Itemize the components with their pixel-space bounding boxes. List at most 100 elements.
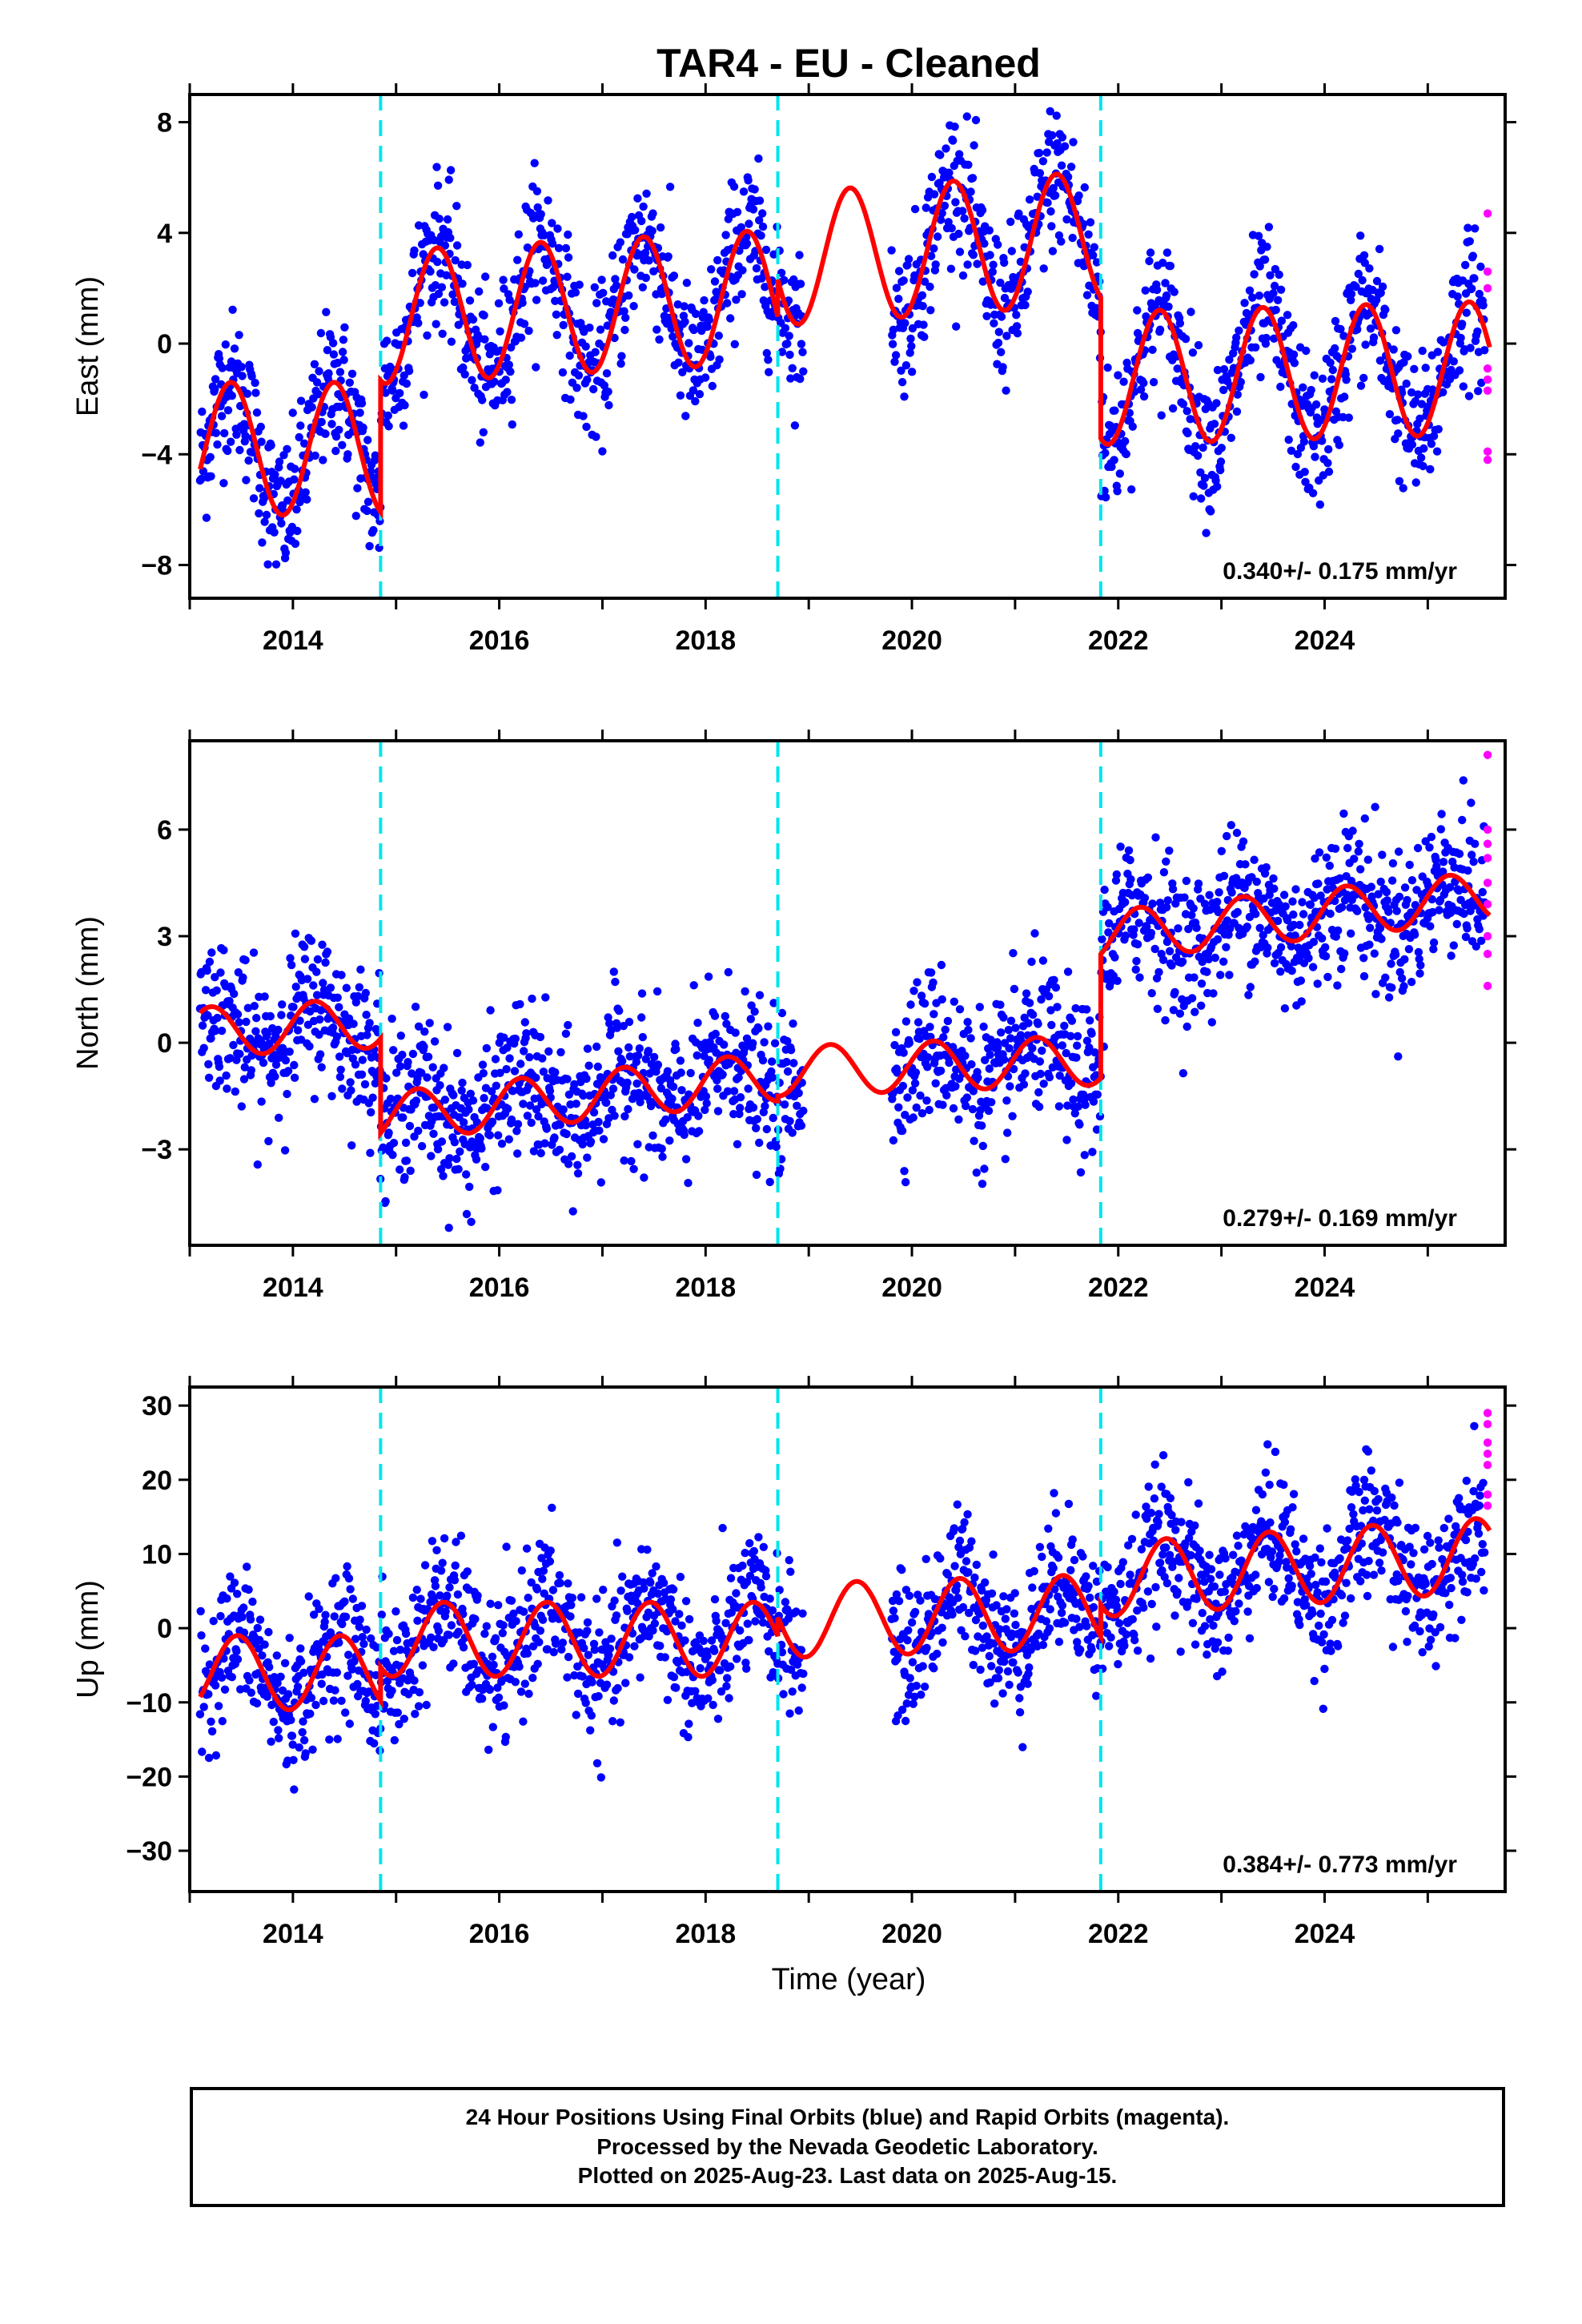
- data-point: [480, 311, 488, 320]
- data-point: [1232, 828, 1242, 838]
- data-point: [975, 1003, 985, 1011]
- data-point: [1124, 846, 1134, 855]
- data-point: [749, 1103, 758, 1112]
- data-point: [259, 1058, 268, 1068]
- x-tick-label: 2018: [675, 1273, 736, 1303]
- data-point: [592, 299, 601, 308]
- rapid-point: [1483, 839, 1492, 848]
- data-point: [527, 1118, 536, 1128]
- data-point: [217, 1673, 227, 1682]
- data-point: [1178, 1069, 1188, 1078]
- data-point: [1391, 326, 1401, 335]
- data-point: [1472, 942, 1481, 951]
- data-point: [1052, 111, 1061, 120]
- data-point: [889, 325, 898, 334]
- data-point: [1066, 1079, 1076, 1088]
- rapid-point: [1483, 267, 1492, 276]
- data-point: [257, 1097, 266, 1106]
- data-point: [329, 350, 339, 359]
- data-point: [1259, 931, 1267, 939]
- data-point: [1063, 1101, 1072, 1110]
- data-point: [745, 1635, 753, 1645]
- data-point: [1407, 440, 1417, 449]
- data-point: [457, 1086, 466, 1096]
- data-point: [300, 955, 310, 963]
- data-point: [904, 255, 913, 263]
- data-point: [933, 232, 942, 241]
- data-point: [1062, 1136, 1071, 1144]
- data-point: [605, 1644, 615, 1653]
- data-point: [296, 421, 305, 430]
- data-point: [1326, 909, 1335, 919]
- data-point: [1098, 935, 1106, 944]
- data-point: [972, 1560, 982, 1570]
- data-point: [1147, 989, 1156, 998]
- data-point: [449, 1091, 458, 1100]
- data-point: [1456, 333, 1465, 343]
- data-point: [894, 295, 903, 304]
- data-point: [1455, 850, 1464, 858]
- data-point: [271, 560, 281, 569]
- data-point: [356, 965, 365, 974]
- data-point: [296, 396, 306, 405]
- rapid-point: [1483, 750, 1492, 759]
- data-point: [1158, 955, 1168, 964]
- rapid-point: [1483, 854, 1492, 862]
- data-point: [1047, 1020, 1056, 1030]
- data-point: [922, 1643, 931, 1652]
- data-point: [340, 323, 349, 332]
- data-point: [1219, 385, 1228, 395]
- data-point: [796, 279, 805, 288]
- data-point: [551, 1639, 560, 1648]
- data-point: [630, 1642, 639, 1651]
- data-point: [1163, 896, 1172, 905]
- data-point: [488, 1117, 497, 1126]
- data-point: [1131, 965, 1140, 974]
- data-point: [511, 1034, 520, 1043]
- data-point: [226, 1054, 235, 1063]
- data-point: [527, 1578, 536, 1587]
- data-point: [1293, 449, 1303, 459]
- data-point: [554, 243, 564, 252]
- data-point: [400, 400, 409, 410]
- data-point: [1100, 885, 1109, 895]
- data-point: [509, 1609, 518, 1618]
- data-point: [488, 1652, 497, 1661]
- data-point: [990, 1699, 999, 1708]
- data-point: [447, 337, 456, 346]
- data-point: [970, 1136, 978, 1145]
- data-point: [624, 1017, 634, 1027]
- data-point: [1213, 935, 1223, 944]
- data-point: [428, 1063, 437, 1072]
- data-point: [946, 264, 956, 273]
- data-point: [503, 388, 512, 396]
- data-point: [540, 231, 548, 239]
- data-point: [1182, 1022, 1191, 1031]
- data-point: [579, 1091, 588, 1100]
- y-tick-label: −8: [141, 551, 172, 581]
- data-point: [596, 1178, 605, 1187]
- data-point: [1060, 142, 1070, 151]
- data-point: [920, 277, 930, 286]
- data-point: [281, 549, 291, 557]
- data-point: [938, 995, 946, 1004]
- data-point: [272, 1651, 281, 1660]
- data-point: [725, 1694, 733, 1703]
- data-point: [701, 1092, 711, 1101]
- data-point: [1449, 941, 1459, 950]
- data-point: [1353, 907, 1362, 915]
- data-point: [1415, 955, 1423, 963]
- rapid-point: [1483, 386, 1492, 395]
- data-point: [524, 1689, 533, 1699]
- data-point: [755, 196, 765, 205]
- data-point: [1204, 955, 1214, 964]
- data-point: [204, 1073, 214, 1083]
- data-point: [524, 326, 533, 336]
- data-point: [1410, 930, 1419, 939]
- data-point: [244, 1585, 253, 1594]
- data-point: [332, 1668, 342, 1677]
- data-point: [467, 1217, 476, 1227]
- data-point: [1439, 338, 1448, 347]
- data-point: [942, 1091, 951, 1100]
